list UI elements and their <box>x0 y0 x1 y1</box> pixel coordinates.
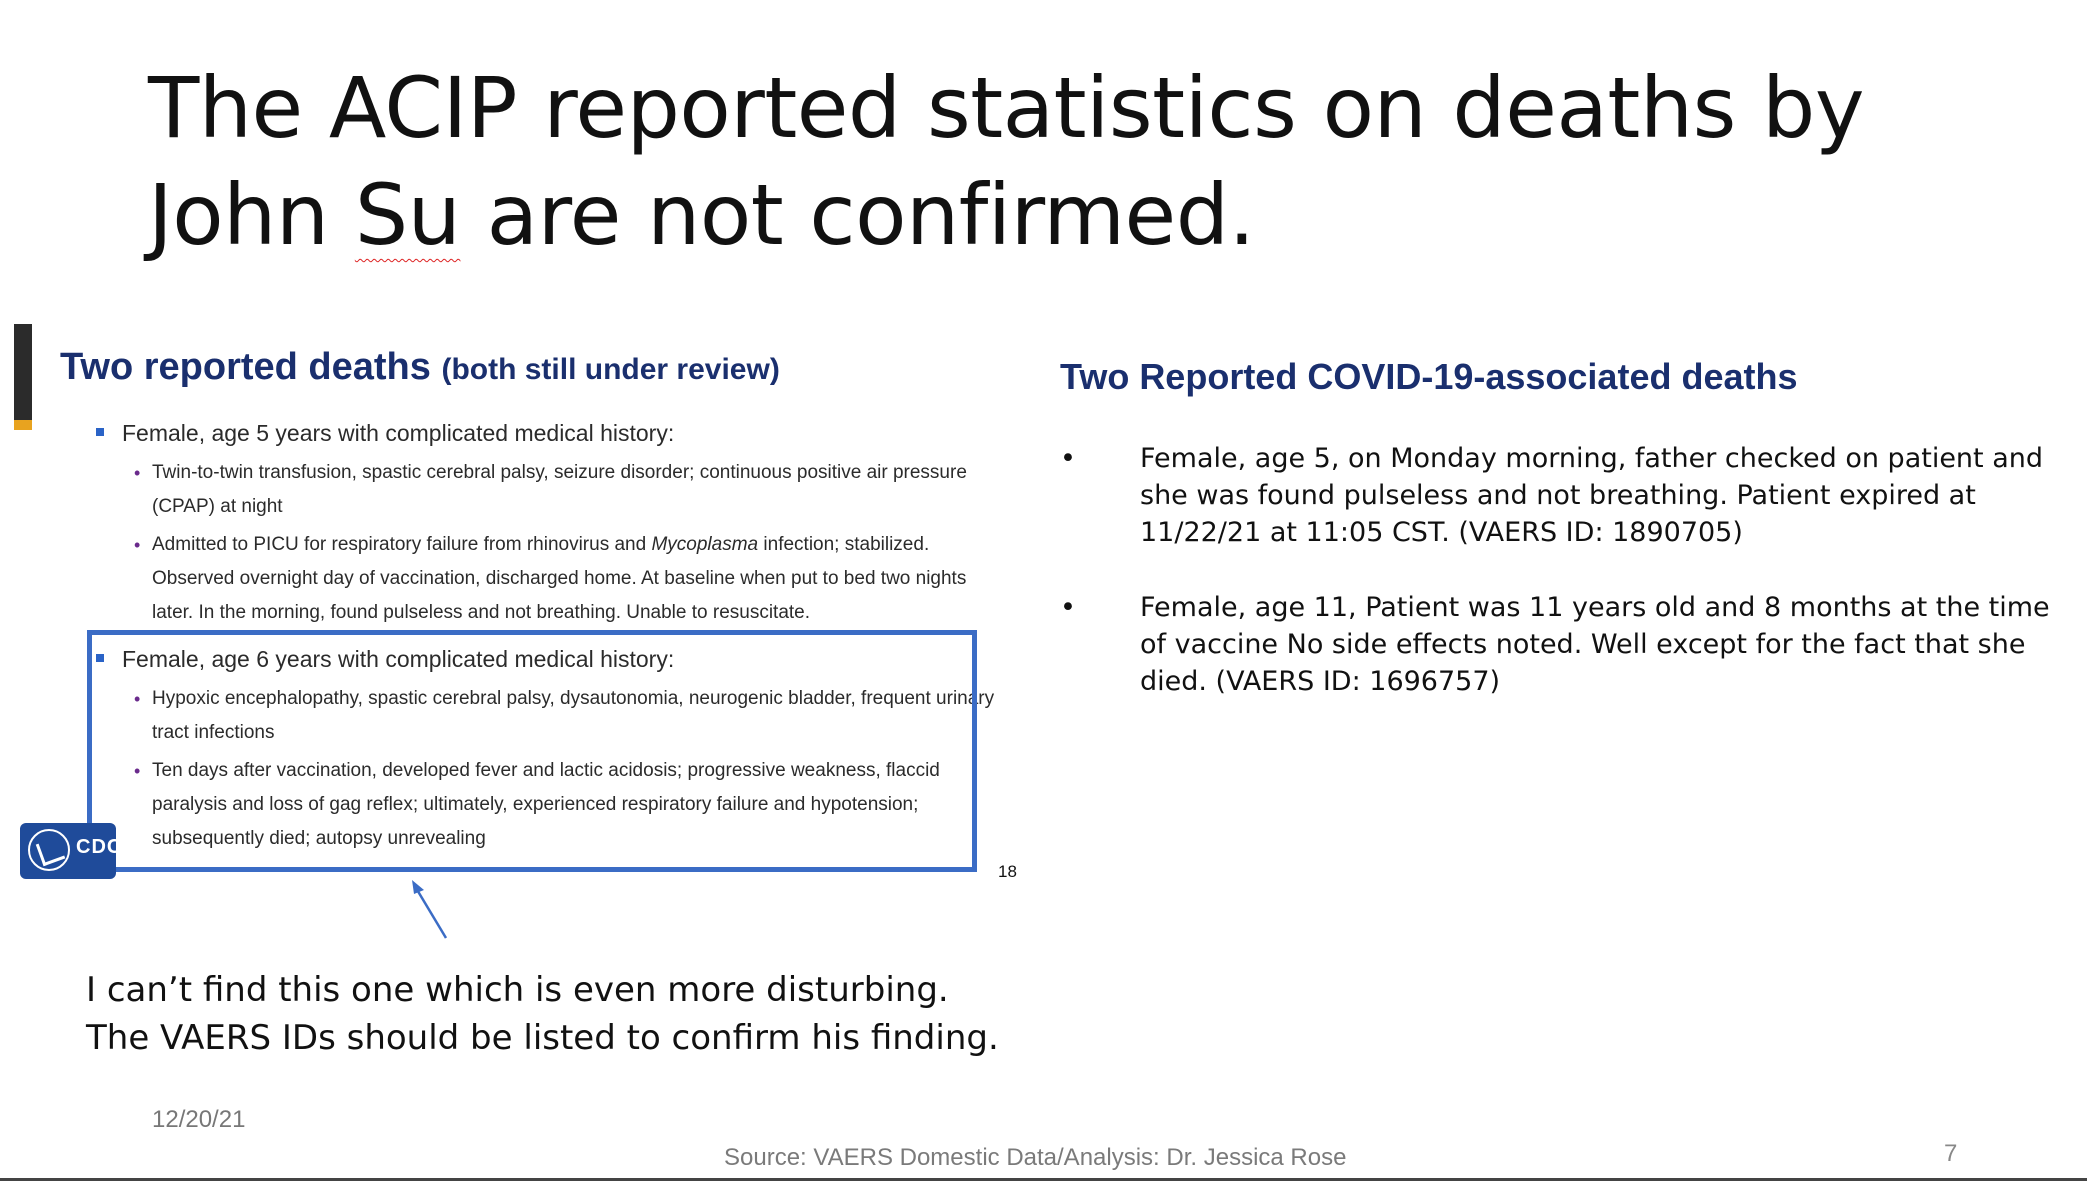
cdc-logo-text: CDC <box>76 836 123 858</box>
case-2-item-1: • Hypoxic encephalopathy, spastic cerebr… <box>134 682 1002 750</box>
title-line-2-end: are not confirmed. <box>460 166 1256 264</box>
comment-line-1: I can’t find this one which is even more… <box>86 970 949 1010</box>
list-item-text: Female, age 5, on Monday morning, father… <box>1140 443 2044 548</box>
case-2-item-2: • Ten days after vaccination, developed … <box>134 754 1002 856</box>
bullet-icon: • <box>1060 592 1076 623</box>
embedded-heading-main: Two reported deaths <box>60 346 431 388</box>
case-1-item-1: • Twin-to-twin transfusion, spastic cere… <box>134 456 1002 524</box>
bullet-icon: • <box>134 689 141 709</box>
highlight-box <box>87 630 977 872</box>
cdc-logo: CDC <box>20 823 121 879</box>
case-2: Female, age 6 years with complicated med… <box>94 642 994 860</box>
bullet-icon: • <box>1060 443 1076 474</box>
case-2-item-2-text: Ten days after vaccination, developed fe… <box>152 760 940 849</box>
footer-source: Source: VAERS Domestic Data/Analysis: Dr… <box>724 1144 1347 1171</box>
case-1-item-2: • Admitted to PICU for respiratory failu… <box>134 528 1002 630</box>
case-1: Female, age 5 years with complicated med… <box>94 416 994 634</box>
case-1-item-2-text-start: Admitted to PICU for respiratory failure… <box>152 534 652 555</box>
right-death-list: • Female, age 5, on Monday morning, fath… <box>1060 440 2080 738</box>
slide-title: The ACIP reported statistics on deaths b… <box>148 55 1865 269</box>
spellcheck-flagged-word[interactable]: Su <box>354 166 461 264</box>
hhs-eagle-icon <box>28 829 70 871</box>
title-line-2: John Su are not confirmed. <box>148 162 1848 269</box>
case-1-item-1-text: Twin-to-twin transfusion, spastic cerebr… <box>152 462 967 517</box>
bullet-icon: • <box>134 761 141 781</box>
embedded-slide-number: 18 <box>998 862 1017 881</box>
list-item: • Female, age 5, on Monday morning, fath… <box>1060 440 2080 551</box>
annotation-comment: I can’t find this one which is even more… <box>86 966 999 1062</box>
page-number: 7 <box>1944 1140 1958 1167</box>
bullet-icon: • <box>134 535 141 555</box>
embedded-slide-heading: Two reported deaths (both still under re… <box>60 346 780 389</box>
list-item: • Female, age 11, Patient was 11 years o… <box>1060 589 2080 700</box>
case-1-heading: Female, age 5 years with complicated med… <box>94 416 994 450</box>
comment-line-2: The VAERS IDs should be listed to confir… <box>86 1018 999 1058</box>
bullet-icon: • <box>134 463 141 483</box>
case-2-item-1-text: Hypoxic encephalopathy, spastic cerebral… <box>152 688 995 743</box>
title-line-2-start: John <box>148 166 355 264</box>
arrow-icon <box>412 880 448 939</box>
list-item-text: Female, age 11, Patient was 11 years old… <box>1140 592 2050 697</box>
case-2-heading: Female, age 6 years with complicated med… <box>94 642 994 676</box>
title-line-1: The ACIP reported statistics on deaths b… <box>148 59 1865 157</box>
accent-bar <box>14 324 32 430</box>
case-1-item-2-text-end: infection; stabilized. Observed overnigh… <box>152 534 967 623</box>
embedded-heading-sub: (both still under review) <box>441 353 780 386</box>
case-1-item-2-italic: Mycoplasma <box>651 534 759 555</box>
right-heading: Two Reported COVID-19-associated deaths <box>1060 356 1798 397</box>
bottom-divider <box>0 1178 2087 1181</box>
footer-date: 12/20/21 <box>152 1106 246 1133</box>
